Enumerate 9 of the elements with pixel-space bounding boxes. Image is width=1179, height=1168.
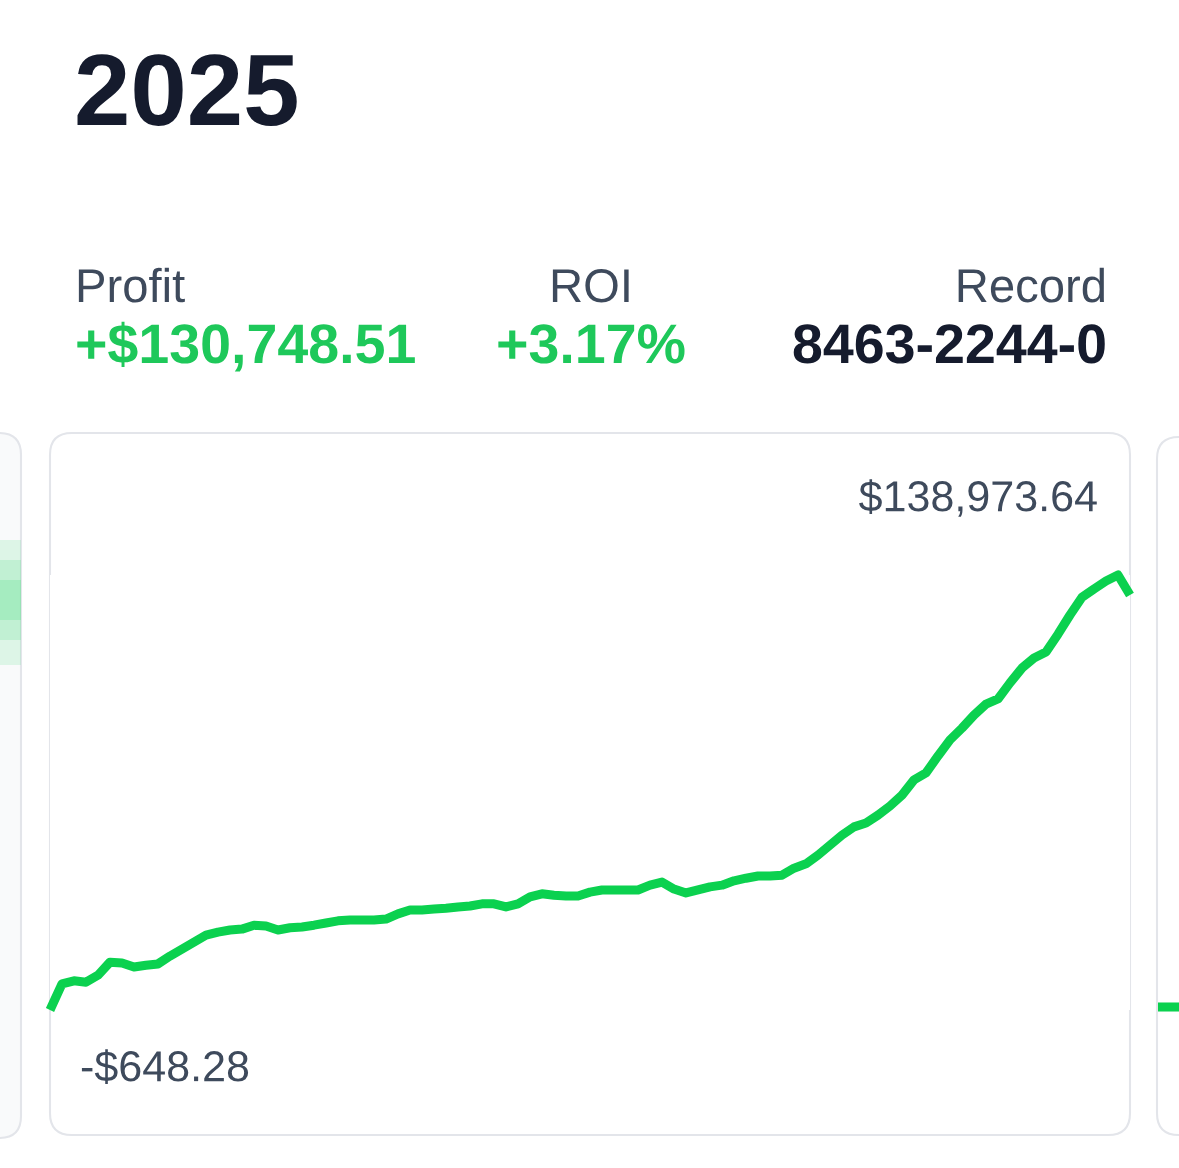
text: -$648.28 — [81, 1049, 249, 1085]
text: $138,973.64 — [859, 479, 1097, 517]
text: Record — [958, 267, 1104, 303]
chart-title: 2025 — [77, 54, 297, 126]
text: 8463-2244-0 — [793, 324, 1105, 364]
text: ROI — [552, 269, 629, 303]
text: +$130,748.51 — [77, 321, 415, 372]
text: Profit — [78, 267, 185, 303]
text: +3.17% — [498, 324, 685, 364]
